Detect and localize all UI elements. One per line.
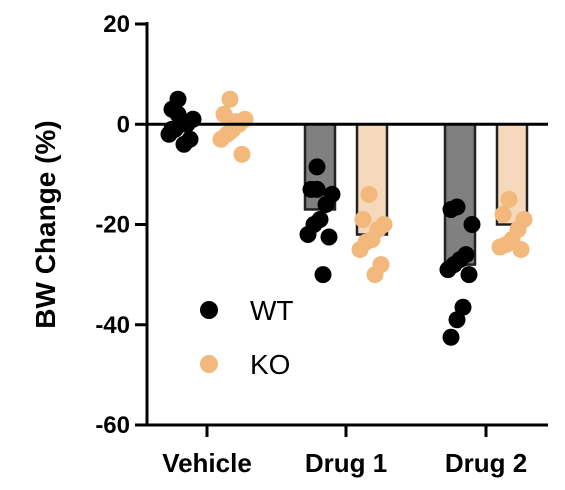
point-ko-vehicle xyxy=(221,123,239,141)
legend-ko-marker xyxy=(200,355,218,373)
y-axis-title: BW Change (%) xyxy=(30,120,61,328)
x-category-label: Drug 2 xyxy=(445,448,527,478)
point-wt-drug-2 xyxy=(439,261,457,279)
point-wt-drug-2 xyxy=(442,200,460,218)
point-ko-drug-2 xyxy=(491,238,509,256)
y-tick-label: -20 xyxy=(95,212,130,239)
point-ko-drug-1 xyxy=(360,185,378,203)
legend-wt-marker xyxy=(200,301,218,319)
y-tick-label: -40 xyxy=(95,312,130,339)
point-wt-drug-1 xyxy=(317,195,335,213)
legend-ko-label: KO xyxy=(250,349,290,380)
bar-wt-drug-2 xyxy=(443,123,477,266)
y-tick-label: -60 xyxy=(95,412,130,439)
point-ko-drug-1 xyxy=(366,266,384,284)
point-wt-drug-2 xyxy=(460,266,478,284)
point-wt-drug-1 xyxy=(299,226,317,244)
point-ko-drug-2 xyxy=(512,241,530,259)
point-wt-drug-1 xyxy=(314,266,332,284)
point-wt-drug-2 xyxy=(448,311,466,329)
points-layer xyxy=(160,90,533,346)
point-ko-drug-1 xyxy=(354,210,372,228)
point-ko-vehicle xyxy=(233,145,251,163)
axes-layer: 20 0 -20 -40 -60 Vehicle Drug 1 Drug 2 xyxy=(95,11,548,478)
x-category-label: Vehicle xyxy=(162,448,252,478)
y-tick-label: 0 xyxy=(117,111,130,138)
point-wt-drug-2 xyxy=(442,328,460,346)
point-wt-vehicle xyxy=(169,105,187,123)
point-ko-drug-2 xyxy=(494,205,512,223)
point-wt-vehicle xyxy=(175,135,193,153)
x-category-label: Drug 1 xyxy=(305,448,387,478)
point-wt-drug-2 xyxy=(463,216,481,233)
point-ko-drug-2 xyxy=(500,190,518,208)
legend: WT KO xyxy=(200,295,294,380)
legend-wt-label: WT xyxy=(250,295,294,326)
point-wt-drug-1 xyxy=(308,158,326,176)
point-wt-drug-1 xyxy=(308,180,326,198)
point-ko-drug-1 xyxy=(351,241,369,259)
point-wt-drug-1 xyxy=(320,228,338,246)
y-tick-label: 20 xyxy=(103,11,130,38)
point-ko-vehicle xyxy=(221,90,239,108)
